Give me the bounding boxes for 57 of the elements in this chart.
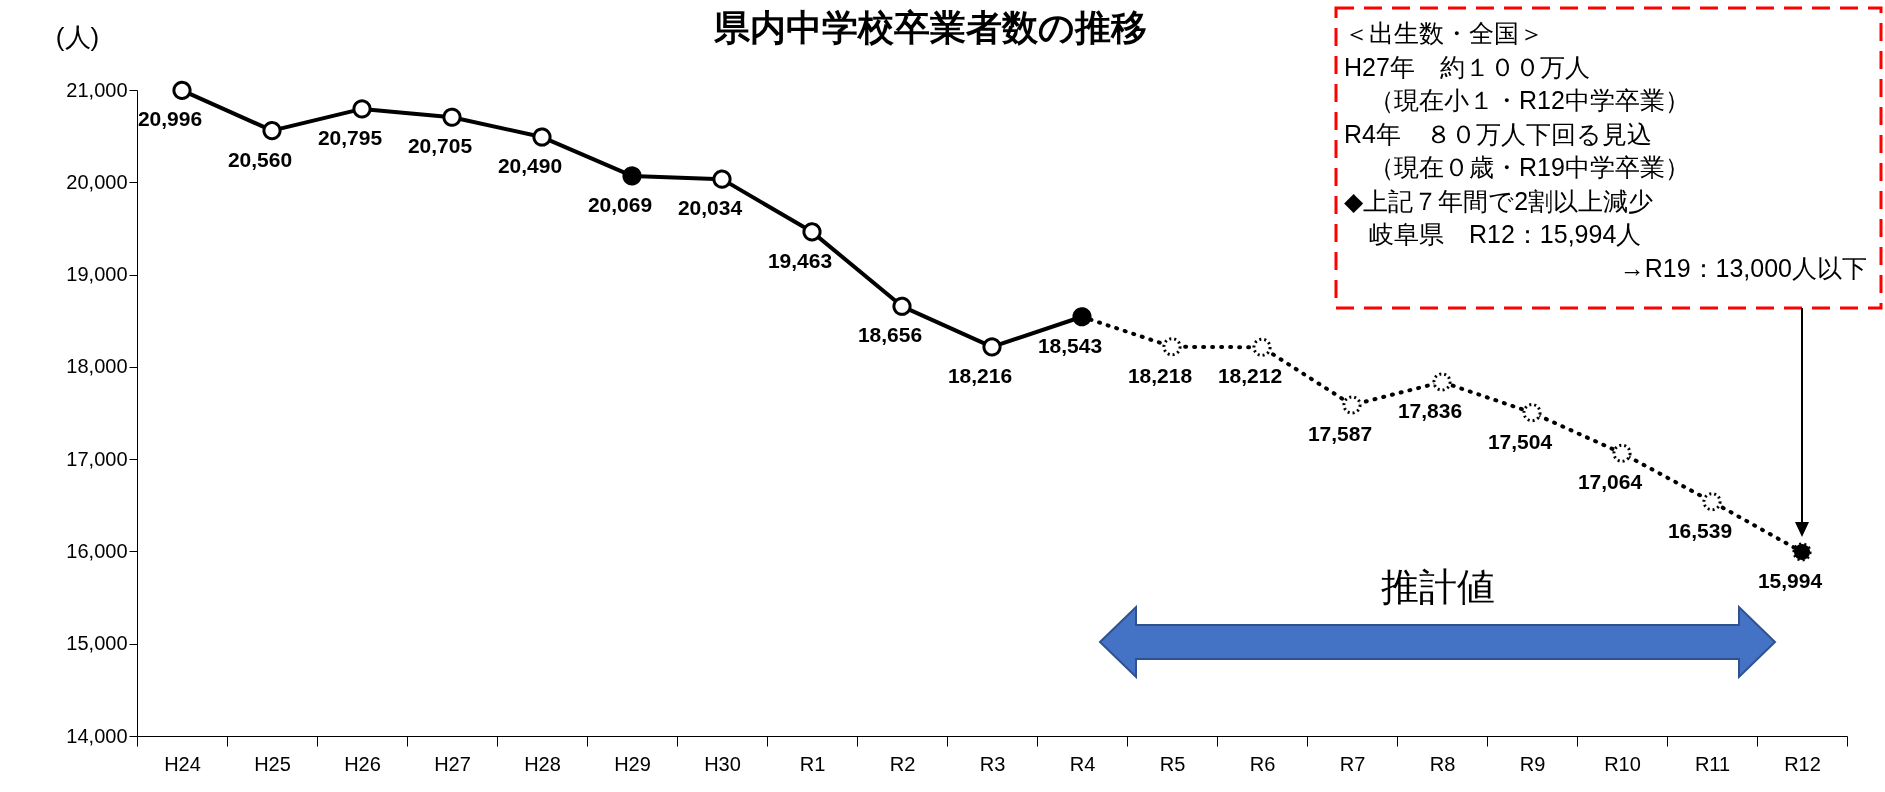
annotation: 推計値 [1380,566,1495,608]
annotation: （現在小１・R12中学卒業） [1344,86,1690,114]
y-tick-label: 17,000 [66,447,128,470]
y-tick-label: 15,000 [66,632,128,655]
data-label: 20,490 [497,154,563,178]
y-tick-label: 20,000 [66,170,128,193]
data-label: 18,543 [1037,333,1103,357]
data-label: 18,218 [1127,363,1193,387]
x-tick-label: R3 [979,752,1006,775]
x-tick-label: H27 [434,752,471,775]
data-label: 17,587 [1307,421,1373,445]
text: H27年 約１００万人 [1344,52,1590,81]
data-label: 17,064 [1577,470,1643,494]
x-tick-label: R1 [799,752,826,775]
y-tick-label: 16,000 [66,539,128,562]
x-tick-label: H26 [344,752,381,775]
y-tick-label: 18,000 [66,355,128,378]
x-tick-label: R12 [1784,752,1821,775]
x-tick-label: R4 [1069,752,1096,775]
annotation: →R19：13,000人以下 [1619,253,1867,282]
x-tick-label: R5 [1159,752,1186,775]
x-tick-label: H29 [614,752,651,775]
x-tick-label: H28 [524,752,561,775]
data-label: 17,504 [1487,429,1553,453]
data-label: 20,034 [677,196,743,220]
data-label: 20,705 [407,134,473,158]
x-tick-label: R10 [1604,752,1641,775]
x-tick-label: R11 [1694,752,1731,775]
x-tick-label: R2 [889,752,916,775]
data-label: 18,212 [1217,364,1283,388]
data-label: 16,539 [1667,518,1733,542]
x-tick-label: H25 [254,752,291,775]
y-axis-title: (人) [55,21,100,52]
x-tick-label: R7 [1339,752,1366,775]
x-tick-label: R8 [1429,752,1456,775]
data-label: 15,994 [1757,568,1823,592]
annotation: 岐阜県 R12：15,994人 [1344,220,1642,248]
y-tick-label: 21,000 [66,78,128,101]
annotation: （現在０歳・R19中学卒業） [1344,153,1690,181]
annotation: ◆上記７年間で2割以上減少 [1344,186,1654,215]
data-label: 20,560 [227,147,293,171]
data-label: 20,795 [317,125,383,149]
annotation: R4年 ８０万人下回る見込 [1344,119,1652,148]
text: ＜出生数・全国＞ [1344,19,1544,47]
data-label: 19,463 [767,248,833,272]
x-tick-label: R9 [1519,752,1546,775]
data-label: 17,836 [1397,398,1463,422]
data-label: 20,996 [137,107,203,131]
x-tick-label: H24 [164,752,201,775]
chart-title: 県内中学校卒業者数の推移 [712,7,1147,48]
data-label: 18,656 [857,323,923,347]
x-tick-label: R6 [1249,752,1276,775]
y-tick-label: 14,000 [66,724,128,747]
data-label: 20,069 [587,192,653,216]
data-label: 18,216 [947,363,1013,387]
x-tick-label: H30 [704,752,741,775]
y-tick-label: 19,000 [66,263,128,286]
